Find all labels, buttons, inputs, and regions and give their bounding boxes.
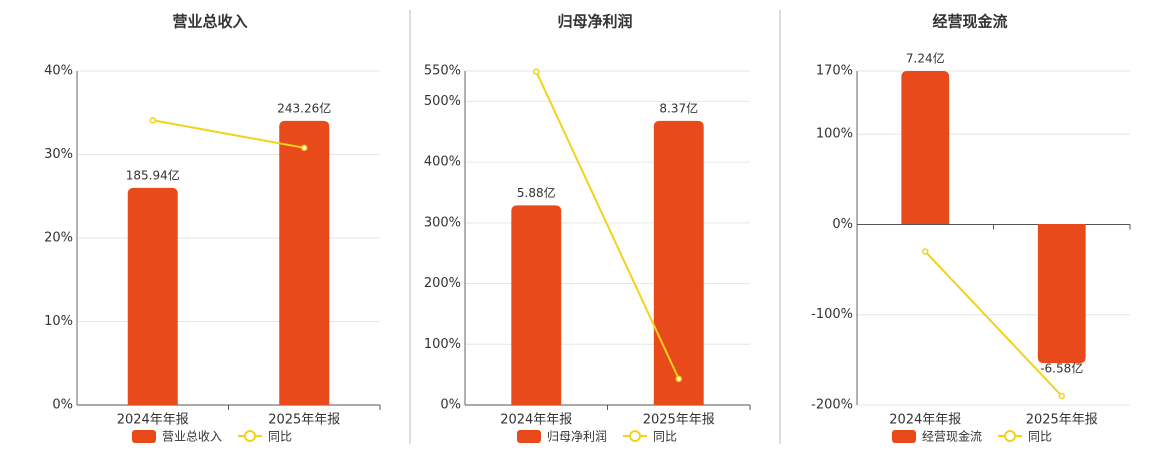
legend-label: 经营现金流 <box>922 429 982 444</box>
y-tick-label: 550% <box>424 64 461 79</box>
y-tick-label: 10% <box>44 314 73 329</box>
legend-label: 同比 <box>268 430 292 444</box>
y-tick-label: 30% <box>44 147 73 162</box>
y-tick-label: 300% <box>424 215 461 230</box>
point <box>533 68 540 75</box>
point <box>149 117 156 124</box>
legend-label: 营业总收入 <box>162 430 222 444</box>
x-tick-label: 2025年年报 <box>643 413 715 428</box>
y-tick-label: -200% <box>811 398 853 413</box>
legend-symbol <box>517 430 541 443</box>
y-tick-label: 100% <box>816 127 853 142</box>
line <box>535 71 680 380</box>
y-tick-label: 0% <box>440 398 461 413</box>
data-label: 185.94亿 <box>126 167 180 182</box>
y-tick-label: 200% <box>424 276 461 291</box>
y-tick-label: 0% <box>832 217 853 232</box>
x-tick-label: 2024年年报 <box>889 413 961 428</box>
point <box>675 375 682 383</box>
bar <box>127 187 178 405</box>
bar <box>511 205 562 405</box>
data-label: -6.58亿 <box>1040 361 1083 376</box>
legend-label: 同比 <box>1028 430 1052 444</box>
legend-label: 归母净利润 <box>547 430 607 444</box>
chart-title: 经营现金流 <box>932 13 1007 31</box>
bar <box>901 71 950 225</box>
data-label: 7.24亿 <box>906 51 945 66</box>
x-tick-label: 2025年年报 <box>268 413 340 428</box>
x-tick-label: 2024年年报 <box>500 413 572 428</box>
legend-symbol <box>892 430 916 443</box>
data-label: 8.37亿 <box>659 100 698 115</box>
y-tick-label: 500% <box>424 94 461 109</box>
y-tick-label: 0% <box>52 398 73 413</box>
chart-title: 营业总收入 <box>172 13 247 31</box>
legend-symbol <box>629 430 642 442</box>
point <box>1058 392 1065 400</box>
y-tick-label: -100% <box>811 307 853 322</box>
line <box>152 119 305 149</box>
point <box>922 248 929 255</box>
chart-title: 归母净利润 <box>557 13 632 31</box>
bar <box>653 120 704 406</box>
y-tick-label: 100% <box>424 337 461 352</box>
y-tick-label: 40% <box>44 64 73 79</box>
data-label: 5.88亿 <box>517 185 556 200</box>
legend-symbol <box>244 430 257 442</box>
data-label: 243.26亿 <box>277 100 331 115</box>
point <box>301 144 308 152</box>
line <box>924 250 1063 397</box>
y-tick-label: 400% <box>424 155 461 170</box>
y-tick-label: 20% <box>44 231 73 246</box>
x-tick-label: 2024年年报 <box>117 413 189 428</box>
bar <box>279 120 330 405</box>
x-tick-label: 2025年年报 <box>1026 413 1098 428</box>
y-tick-label: 170% <box>816 64 853 79</box>
legend-label: 同比 <box>653 430 677 444</box>
legend-symbol <box>132 430 156 443</box>
bar <box>1037 224 1086 364</box>
legend-symbol <box>1004 430 1017 442</box>
